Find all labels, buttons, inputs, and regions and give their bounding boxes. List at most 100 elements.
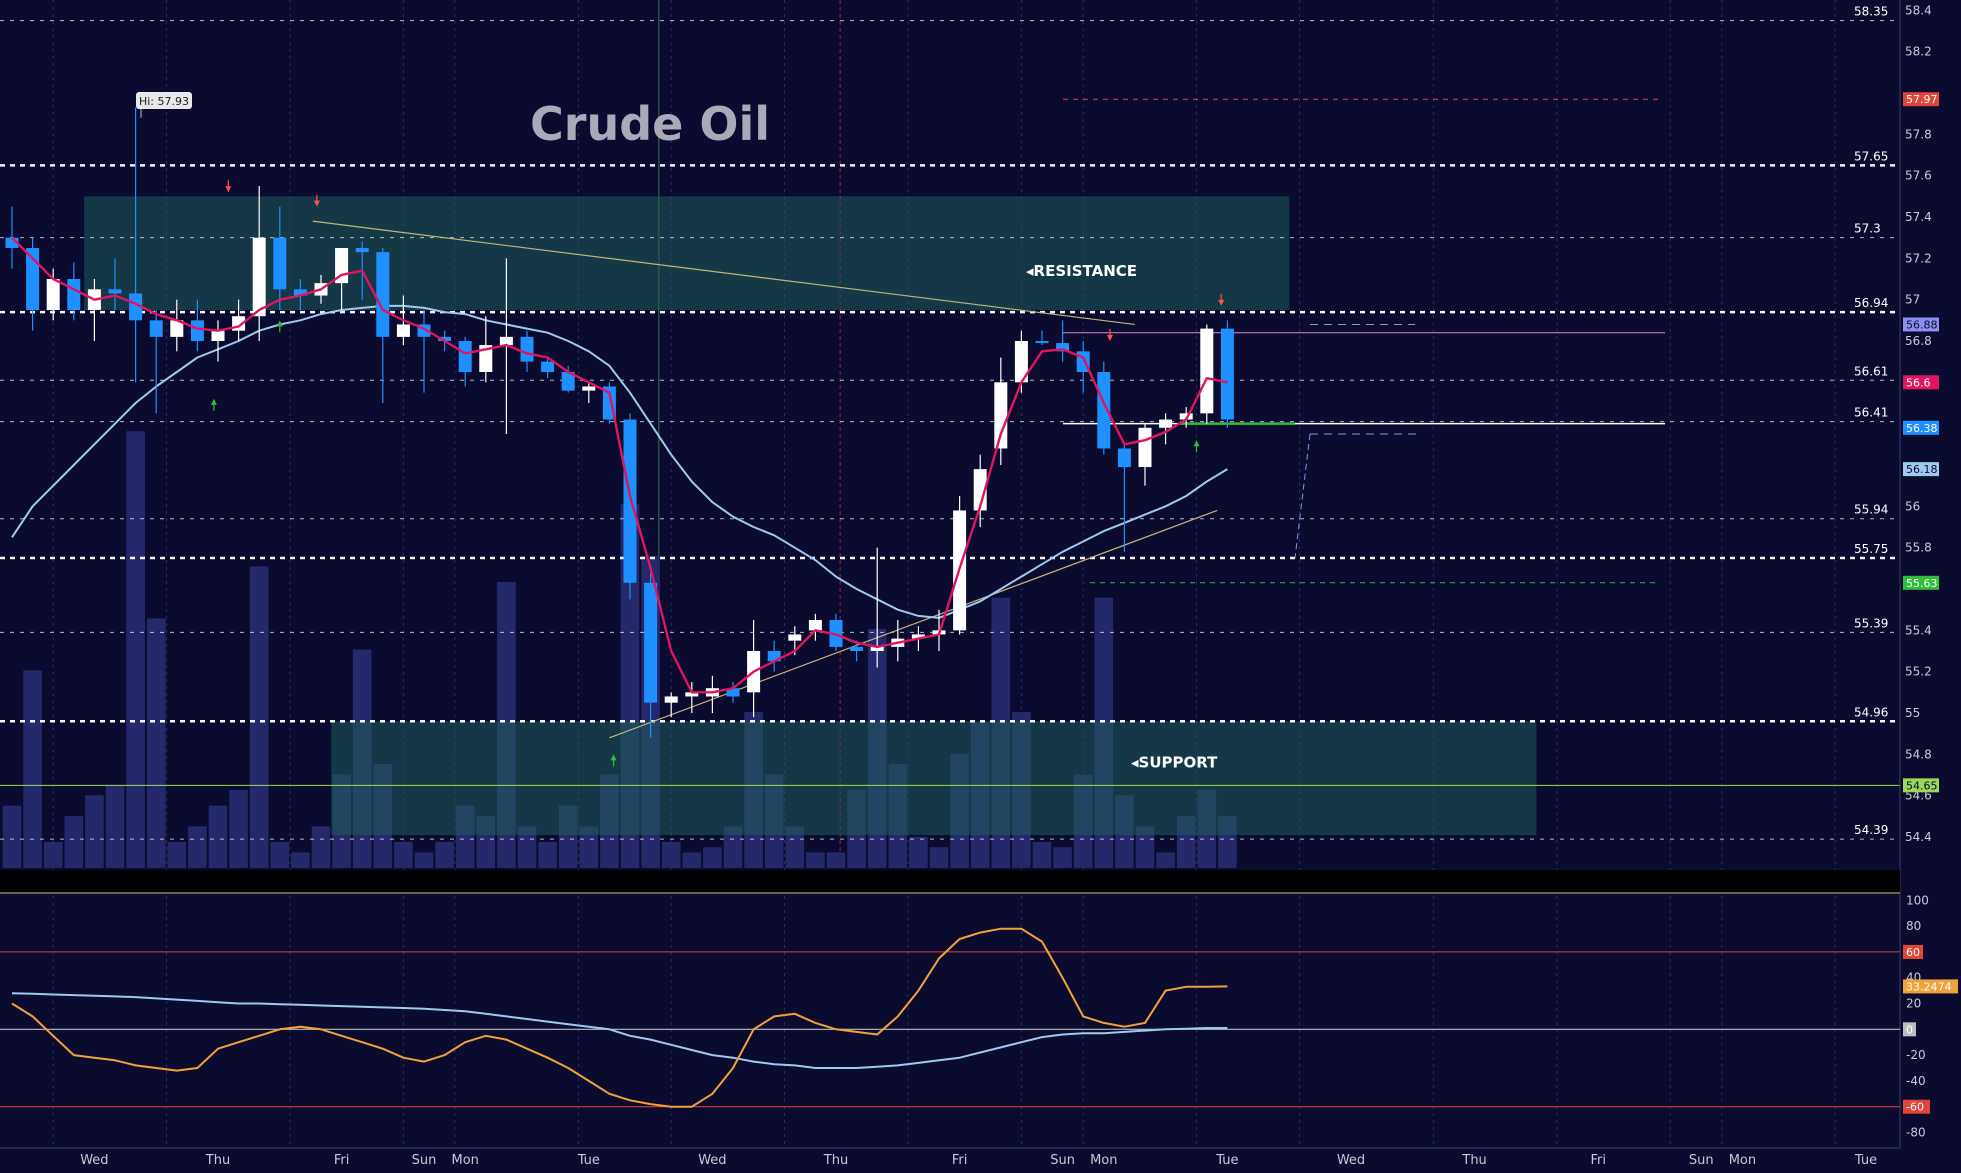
signal-arrow-icon: [1106, 335, 1113, 341]
day-label: Tue: [1215, 1153, 1238, 1168]
price-tick-label: 58.4: [1905, 3, 1932, 17]
osc-tag: [1903, 1022, 1916, 1037]
candle-body: [108, 289, 122, 294]
volume-bar: [188, 826, 207, 868]
volume-bar: [538, 842, 557, 868]
volume-bar: [85, 795, 104, 868]
day-label: Fri: [334, 1153, 350, 1168]
volume-bar: [909, 836, 928, 868]
volume-bar: [517, 826, 537, 868]
candle-body: [561, 372, 575, 391]
price-tag-label: 56.18: [1906, 463, 1938, 476]
candle-body: [582, 386, 596, 391]
day-label: Tue: [1854, 1153, 1877, 1168]
candle-body: [376, 252, 390, 337]
osc-tick-label: 20: [1906, 997, 1921, 1011]
candle-body: [190, 320, 204, 341]
volume-bar: [682, 852, 702, 868]
candle-body: [808, 620, 822, 631]
volume-bar: [229, 790, 248, 868]
day-label: Mon: [1729, 1153, 1756, 1168]
volume-bar: [126, 431, 145, 868]
trendline-resistance: [312, 220, 1135, 326]
osc-tick-label: -80: [1906, 1126, 1926, 1140]
candle-body: [767, 651, 781, 662]
volume-bar: [208, 805, 228, 868]
candle-body: [293, 289, 307, 296]
ema-fast-line: [11, 236, 1228, 694]
price-level-label: 56.41: [1854, 406, 1888, 420]
price-tag-label: 55.63: [1906, 577, 1938, 590]
price-tick-label: 57.2: [1905, 251, 1932, 265]
price-level-label: 55.39: [1854, 616, 1888, 630]
osc-tag-label: 33.2474: [1906, 980, 1952, 993]
price-tag-label: 57.97: [1906, 93, 1938, 106]
price-level-label: 56.94: [1854, 296, 1888, 310]
candle-body: [355, 248, 369, 253]
high-label-box: [136, 92, 192, 109]
volume-bar: [723, 826, 743, 868]
candle-body: [26, 248, 40, 310]
candle-body: [1138, 427, 1152, 468]
price-level-label: 55.75: [1854, 542, 1888, 556]
volume-bar: [23, 670, 42, 868]
price-tag: [1903, 462, 1939, 477]
candle-body: [850, 646, 864, 651]
support-label: ◂SUPPORT: [1131, 753, 1218, 771]
price-level-label: 55.94: [1854, 503, 1888, 517]
ema-slow-line: [11, 304, 1228, 619]
candle-body: [870, 646, 884, 651]
volume-bar: [64, 816, 84, 868]
osc-tag: [1903, 1099, 1930, 1114]
candle-body: [1159, 419, 1173, 428]
volume-bar: [826, 852, 846, 868]
signal-arrow-icon: [610, 754, 617, 761]
price-tag-label: 56.6: [1906, 376, 1931, 389]
price-tick-label: 57: [1905, 293, 1920, 307]
osc-tick-label: -20: [1906, 1048, 1926, 1062]
day-label: Sun: [1689, 1153, 1714, 1168]
candle-body: [623, 419, 637, 583]
candle-body: [149, 320, 163, 337]
volume-bar: [146, 618, 166, 868]
candle-body: [644, 582, 658, 703]
candle-body: [911, 634, 925, 639]
candle-body: [129, 293, 143, 321]
osc-tag-label: 0: [1906, 1023, 1913, 1036]
day-label: Wed: [698, 1153, 726, 1168]
signal-arrow-icon: [1193, 440, 1200, 447]
candle-body: [1200, 328, 1214, 414]
price-tag-label: 56.88: [1906, 318, 1938, 331]
volume-bar: [167, 842, 187, 868]
day-label: Mon: [1090, 1153, 1117, 1168]
price-level-label: 57.3: [1854, 222, 1881, 236]
signal-arrow-icon: [210, 398, 217, 405]
day-label: Thu: [1461, 1153, 1486, 1168]
volume-bar: [394, 842, 413, 868]
candle-body: [170, 320, 184, 337]
osc-tag: [1903, 979, 1958, 994]
candle-body: [994, 382, 1008, 449]
volume-bar: [1032, 842, 1052, 868]
candle-body: [211, 330, 225, 341]
high-label: Hi: 57.93: [139, 95, 189, 108]
volume-bar: [579, 826, 599, 868]
candle-body: [1117, 448, 1131, 468]
price-tick-label: 54.4: [1905, 830, 1932, 844]
candle-body: [67, 279, 81, 310]
price-tick-label: 55.2: [1905, 665, 1932, 679]
candle-body: [1014, 341, 1028, 383]
price-tag: [1903, 420, 1939, 435]
osc-tag: [1903, 944, 1923, 959]
price-tick-label: 57.6: [1905, 169, 1932, 183]
price-tick-label: 55.4: [1905, 623, 1932, 637]
day-label: Sun: [1050, 1153, 1075, 1168]
osc-tick-label: -40: [1906, 1074, 1926, 1088]
volume-bar: [1053, 847, 1072, 868]
volume-bar: [291, 852, 310, 868]
day-label: Thu: [205, 1153, 230, 1168]
candle-body: [499, 336, 513, 346]
candle-body: [726, 688, 740, 697]
candle-body: [396, 324, 410, 337]
